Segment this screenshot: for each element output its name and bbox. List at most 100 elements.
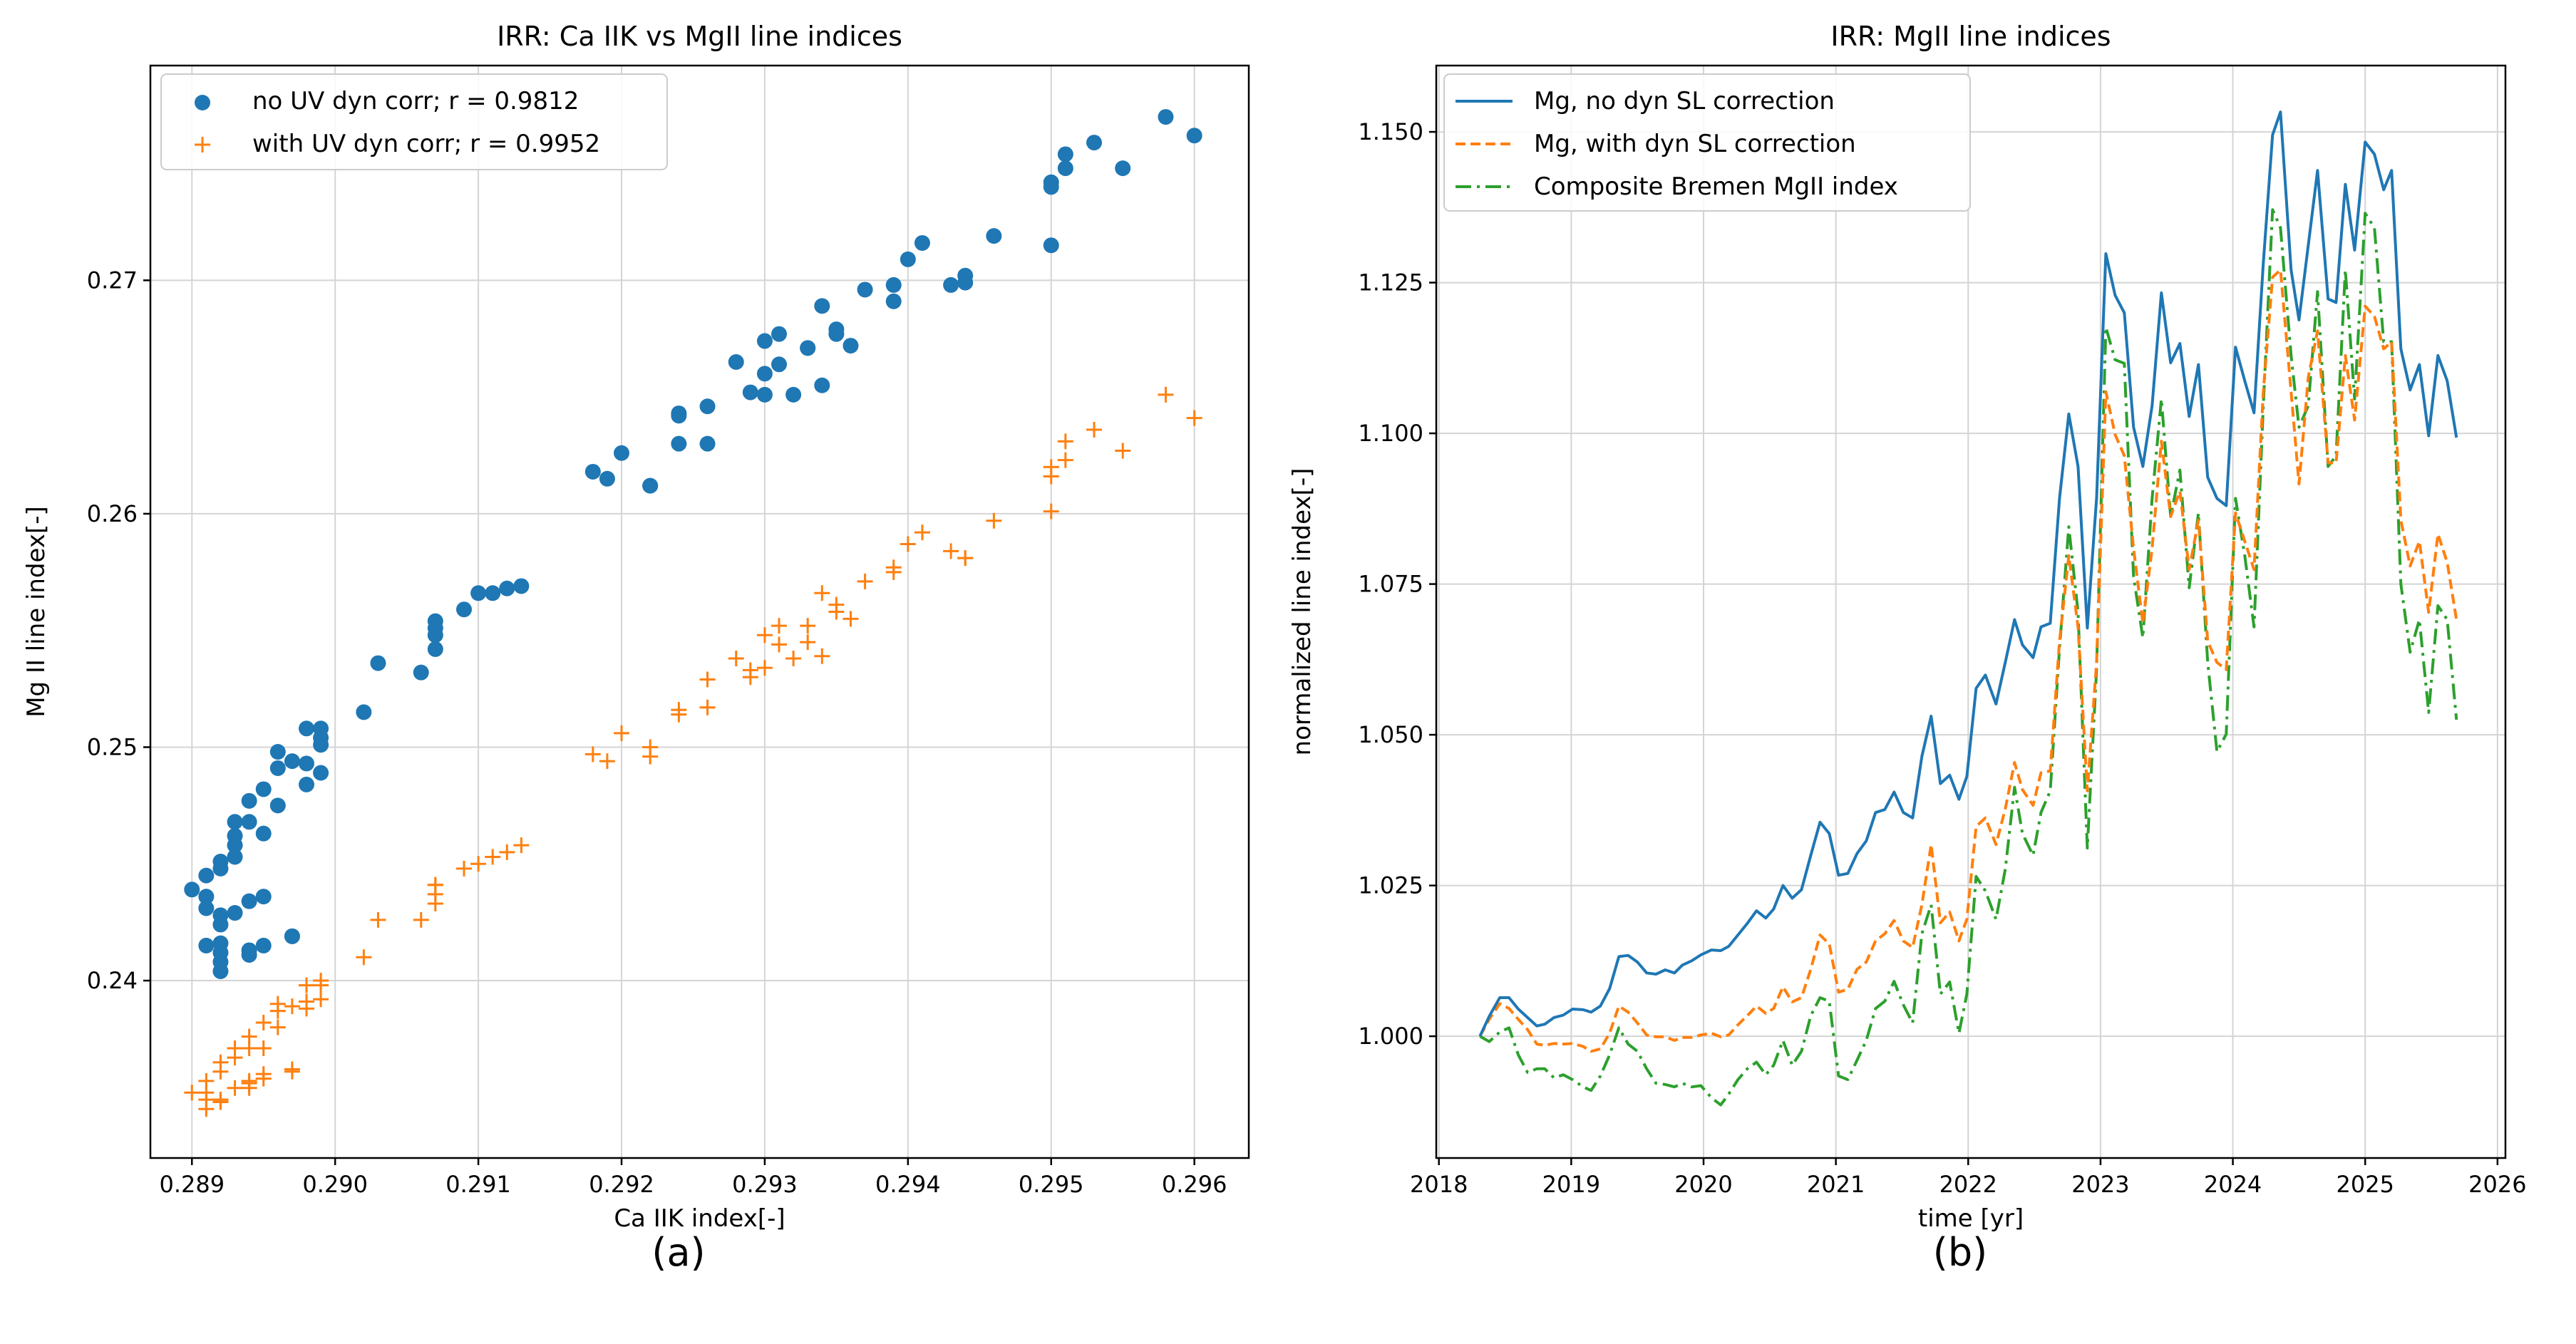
data-point-plus (614, 725, 630, 741)
data-point-plus (198, 1101, 215, 1117)
data-point-circle (885, 276, 902, 293)
data-point-plus (742, 662, 758, 678)
chart-title: IRR: MgII line indices (1830, 21, 2111, 52)
data-point-circle (814, 298, 830, 314)
scatter-panel: 0.289 0.290 0.291 0.292 0.293 0.294 0.295 0.296… (22, 21, 1250, 1233)
data-point-plus (699, 699, 716, 715)
y-tick-label: 1.025 (1358, 872, 1423, 899)
data-point-plus (671, 702, 687, 718)
legend-label: Mg, no dyn SL correction (1534, 87, 1835, 115)
data-point-circle (914, 234, 930, 251)
data-point-circle (785, 386, 802, 403)
series-lines (1478, 110, 2458, 1107)
data-point-plus (986, 512, 1002, 529)
data-point-circle (198, 867, 215, 884)
y-tick-label: 1.150 (1358, 118, 1423, 145)
data-point-circle (599, 470, 615, 487)
data-point-circle (742, 384, 758, 400)
data-point-circle (427, 641, 443, 657)
data-point-circle (814, 377, 830, 393)
data-point-circle (756, 386, 773, 403)
data-point-circle (269, 797, 286, 814)
series-0 (184, 109, 1202, 979)
data-point-plus (269, 1003, 286, 1019)
data-point-plus (828, 596, 845, 613)
x-tick-label: 2020 (1674, 1171, 1732, 1198)
y-tick-label: 1.100 (1358, 420, 1423, 447)
data-point-plus (485, 849, 501, 865)
data-point-circle (756, 366, 773, 382)
data-point-circle (227, 849, 243, 865)
data-point-circle (413, 664, 429, 681)
data-point-plus (756, 660, 773, 676)
data-point-plus (184, 1085, 200, 1101)
data-point-circle (900, 251, 916, 267)
data-point-plus (298, 977, 314, 993)
data-point-circle (255, 889, 272, 905)
data-point-plus (642, 748, 659, 765)
y-tick-label: 0.26 (87, 500, 138, 527)
data-point-plus (1086, 422, 1103, 438)
legend-label: no UV dyn corr; r = 0.9812 (252, 87, 579, 115)
data-point-circle (370, 655, 386, 671)
y-tick-label: 0.25 (87, 733, 138, 760)
data-point-circle (671, 435, 687, 452)
data-point-circle (212, 916, 229, 933)
data-point-plus (1057, 452, 1073, 468)
y-axis-label: normalized line index[-] (1288, 468, 1317, 756)
data-point-circle (313, 765, 329, 781)
legend: no UV dyn corr; r = 0.9812 with UV dyn co… (160, 73, 668, 170)
data-point-circle (957, 267, 974, 284)
data-point-plus (584, 746, 601, 763)
x-axis-label: Ca IIK index[-] (614, 1204, 785, 1233)
series-line (1478, 268, 2458, 1053)
data-point-plus (427, 895, 443, 911)
data-point-plus (284, 1063, 300, 1080)
data-point-circle (298, 776, 314, 792)
panel-label-b: (b) (1933, 1230, 1987, 1275)
data-point-circle (1057, 146, 1073, 162)
x-tick-label: 0.289 (159, 1171, 225, 1198)
y-tick-label: 0.27 (87, 267, 138, 294)
data-point-circle (269, 744, 286, 760)
axes-frame (1435, 64, 2507, 1159)
y-tick-label: 1.125 (1358, 269, 1423, 296)
data-point-circle (857, 281, 873, 298)
x-tick-label: 0.291 (445, 1171, 511, 1198)
data-point-plus (771, 636, 788, 653)
data-point-plus (313, 991, 329, 1008)
data-point-circle (584, 463, 601, 480)
x-tick-label: 0.295 (1019, 1171, 1084, 1198)
x-tick-label: 2019 (1542, 1171, 1600, 1198)
data-point-circle (356, 704, 372, 720)
data-point-circle (227, 905, 243, 921)
data-point-plus (857, 573, 873, 589)
legend-box (160, 73, 668, 170)
data-point-circle (241, 814, 257, 830)
x-tick-label: 2024 (2204, 1171, 2262, 1198)
data-point-circle (198, 937, 215, 953)
data-point-circle (885, 293, 902, 309)
data-point-circle (470, 585, 487, 601)
data-point-circle (284, 928, 300, 944)
data-point-circle (255, 825, 272, 842)
data-point-plus (356, 949, 372, 966)
data-point-circle (1158, 109, 1174, 125)
x-axis-label: time [yr] (1918, 1204, 2024, 1233)
data-point-plus (843, 611, 859, 627)
data-point-plus (413, 911, 429, 928)
data-point-plus (1057, 433, 1073, 450)
data-point-plus (269, 1019, 286, 1035)
axes-frame (149, 64, 1250, 1159)
data-point-plus (800, 634, 816, 651)
data-point-plus (313, 977, 329, 993)
data-point-circle (241, 792, 257, 809)
data-point-plus (900, 536, 916, 552)
data-point-circle (298, 755, 314, 772)
legend-label: Composite Bremen MgII index (1534, 172, 1898, 201)
x-tick-label: 2026 (2468, 1171, 2526, 1198)
x-tick-label: 0.294 (875, 1171, 941, 1198)
data-point-plus (914, 524, 930, 541)
y-axis-label: Mg II line index[-] (22, 506, 51, 718)
